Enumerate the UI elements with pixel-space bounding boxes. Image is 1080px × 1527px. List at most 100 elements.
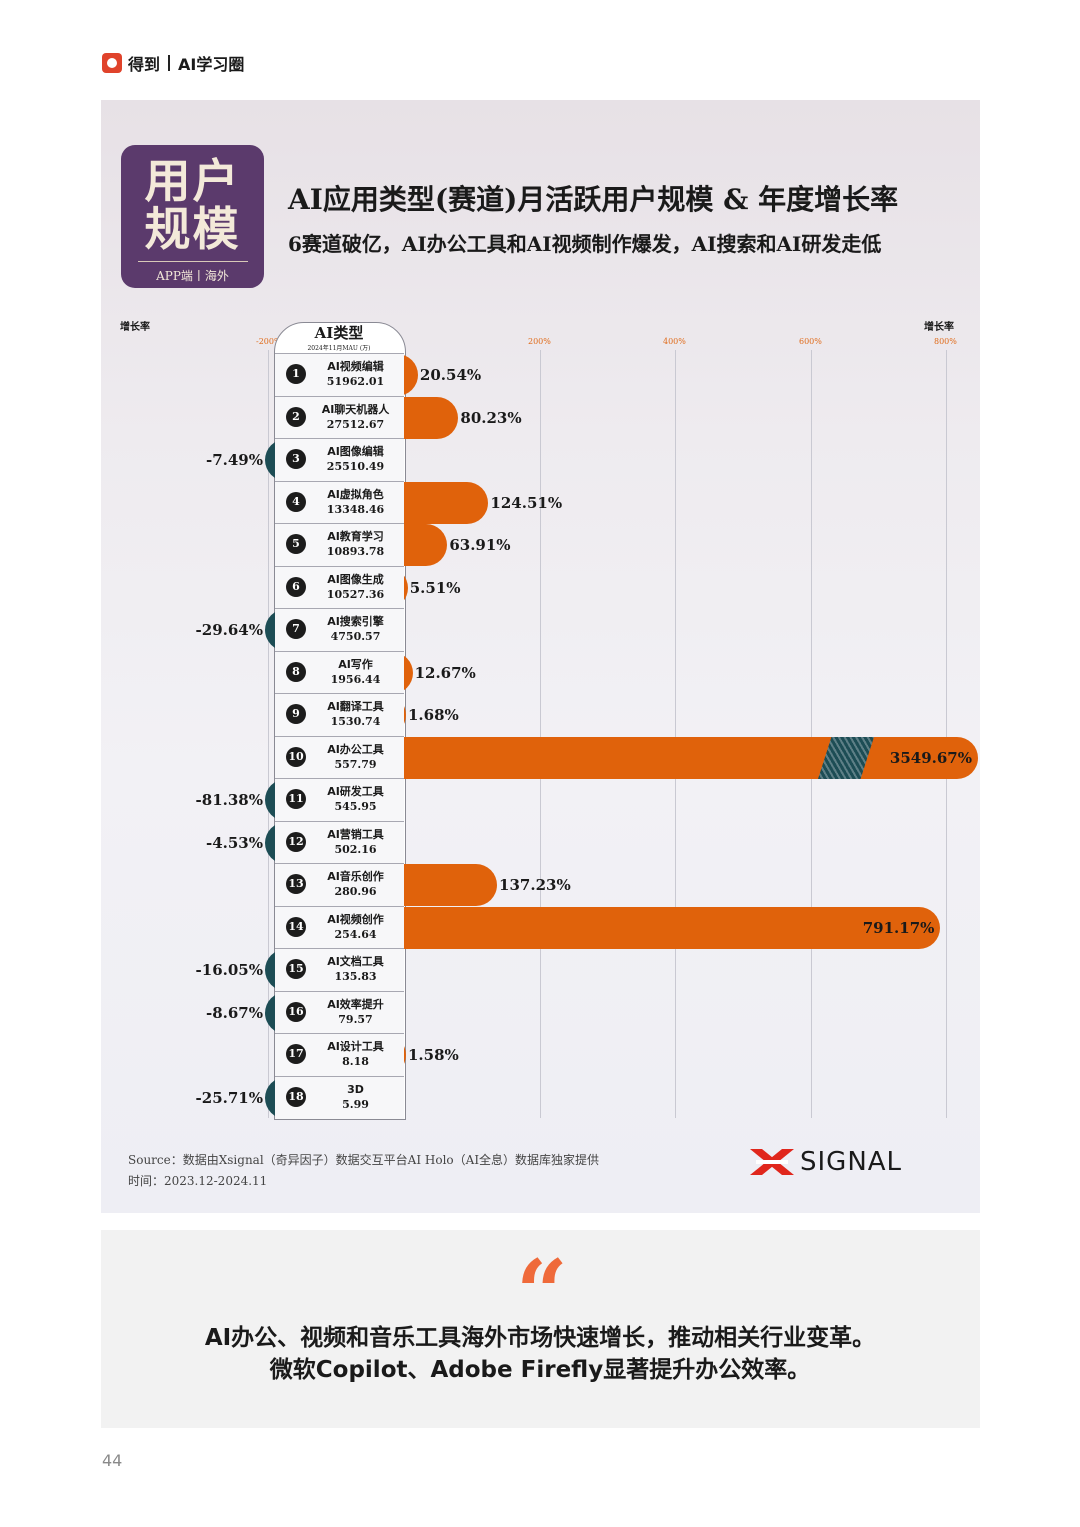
rank-number-icon: 12: [286, 832, 306, 852]
category-mau-value: 79.57: [338, 1013, 373, 1026]
category-cell: 1 AI视频编辑 51962.01: [275, 353, 404, 396]
badge-line-1: 用户: [144, 154, 241, 208]
category-badge: 用户 规模 APP端丨海外: [121, 145, 264, 288]
brand-subtitle: AI学习圈: [178, 55, 245, 74]
quote-line-1: AI办公、视频和音乐工具海外市场快速增长，推动相关行业变革。: [204, 1325, 876, 1351]
rank-number-icon: 5: [286, 534, 306, 554]
growth-data-label: 124.51%: [490, 494, 563, 512]
category-mau-value: 25510.49: [326, 460, 385, 473]
rank-number-icon: 4: [286, 492, 306, 512]
xsignal-wordmark: SIGNAL: [800, 1147, 903, 1177]
rank-number-icon: 14: [286, 917, 306, 937]
growth-data-label: -16.05%: [195, 961, 263, 979]
category-name: AI虚拟角色: [327, 488, 384, 501]
rank-number-icon: 2: [286, 407, 306, 427]
axis-title-left: 增长率: [120, 322, 150, 333]
category-name: AI视频创作: [327, 913, 384, 926]
category-mau-value: 254.64: [334, 928, 377, 941]
category-mau-value: 545.95: [334, 800, 377, 813]
column-subtitle: 2024年11月MAU (万): [307, 345, 371, 352]
category-cell: 18 3D 5.99: [275, 1076, 404, 1119]
rank-number-icon: 16: [286, 1002, 306, 1022]
category-mau-value: 1530.74: [330, 715, 381, 728]
x-tick-label: 200%: [528, 337, 551, 346]
quote-mark-icon: “: [516, 1240, 568, 1346]
category-name: AI办公工具: [327, 743, 384, 756]
period-note: 时间：2023.12-2024.11: [128, 1174, 268, 1188]
growth-data-label: 63.91%: [449, 536, 511, 554]
x-tick-label: 600%: [799, 337, 822, 346]
category-mau-value: 4750.57: [330, 630, 381, 643]
growth-data-label: -4.53%: [205, 834, 263, 852]
category-name: AI效率提升: [327, 998, 384, 1011]
growth-data-label: -8.67%: [205, 1004, 263, 1022]
rank-number-icon: 7: [286, 619, 306, 639]
grid-line: [540, 350, 541, 1118]
category-mau-value: 557.79: [334, 758, 377, 771]
category-mau-value: 135.83: [334, 970, 377, 983]
category-cell: 7 AI搜索引擎 4750.57: [275, 608, 404, 651]
category-name: AI图像编辑: [327, 445, 384, 458]
category-mau-value: 502.16: [334, 843, 377, 856]
chart-subtitle: 6赛道破亿，AI办公工具和AI视频制作爆发，AI搜索和AI研发走低: [288, 232, 882, 256]
growth-data-label: -81.38%: [195, 791, 263, 809]
category-mau-value: 8.18: [342, 1055, 369, 1068]
category-cell: 8 AI写作 1956.44: [275, 651, 404, 694]
category-name: AI聊天机器人: [321, 403, 390, 416]
category-mau-value: 10893.78: [326, 545, 385, 558]
grid-line: [268, 350, 269, 1118]
growth-data-label: 1.68%: [408, 706, 459, 724]
category-cell: 3 AI图像编辑 25510.49: [275, 438, 404, 481]
axis-title-right: 增长率: [924, 322, 954, 333]
column-title: AI类型: [314, 324, 364, 342]
rank-number-icon: 3: [286, 449, 306, 469]
quote-panel: [101, 1230, 980, 1428]
growth-data-label: 137.23%: [499, 876, 571, 894]
grid-line: [946, 350, 947, 1118]
category-mau-value: 13348.46: [326, 503, 385, 516]
category-cell: 15 AI文档工具 135.83: [275, 948, 404, 991]
category-name: AI营销工具: [327, 828, 384, 841]
category-cell: 11 AI研发工具 545.95: [275, 778, 404, 821]
category-cell: 12 AI营销工具 502.16: [275, 821, 404, 864]
growth-data-label: 80.23%: [460, 409, 522, 427]
header-divider: [168, 55, 171, 71]
rank-number-icon: 1: [286, 364, 306, 384]
quote-line-2: 微软Copilot、Adobe Firefly显著提升办公效率。: [269, 1357, 811, 1383]
page-number: 44: [102, 1451, 123, 1470]
category-column-header: AI类型 2024年11月MAU (万): [274, 324, 404, 353]
category-cell: 5 AI教育学习 10893.78: [275, 523, 404, 566]
rank-number-icon: 15: [286, 959, 306, 979]
category-mau-value: 5.99: [342, 1098, 369, 1111]
brand-name: 得到: [128, 55, 161, 74]
rank-number-icon: 8: [286, 662, 306, 682]
category-mau-value: 1956.44: [330, 673, 381, 686]
category-mau-value: 27512.67: [326, 418, 385, 431]
category-cell: 9 AI翻译工具 1530.74: [275, 693, 404, 736]
category-mau-value: 51962.01: [326, 375, 385, 388]
category-cell: 16 AI效率提升 79.57: [275, 991, 404, 1034]
grid-line: [675, 350, 676, 1118]
rank-number-icon: 10: [286, 747, 306, 767]
growth-data-label: 791.17%: [862, 919, 935, 937]
grid-line: [811, 350, 812, 1118]
rank-number-icon: 9: [286, 704, 306, 724]
rank-number-icon: 17: [286, 1044, 306, 1064]
growth-bar: [382, 737, 978, 779]
badge-line-3: APP端丨海外: [121, 261, 264, 284]
rank-number-icon: 13: [286, 874, 306, 894]
dedao-logo-icon: [102, 53, 122, 73]
category-name: AI写作: [338, 658, 373, 671]
category-cell: 10 AI办公工具 557.79: [275, 736, 404, 779]
category-name: AI文档工具: [327, 955, 384, 968]
category-mau-value: 10527.36: [326, 588, 385, 601]
header: 得到 AI学习圈: [102, 50, 244, 76]
growth-data-label: 3549.67%: [889, 749, 972, 767]
growth-data-label: 1.58%: [408, 1046, 459, 1064]
category-name: 3D: [347, 1083, 364, 1096]
category-cell: 4 AI虚拟角色 13348.46: [275, 481, 404, 524]
category-cell: 13 AI音乐创作 280.96: [275, 863, 404, 906]
growth-data-label: 5.51%: [409, 579, 461, 597]
growth-data-label: 20.54%: [419, 366, 482, 384]
category-name: AI翻译工具: [327, 700, 384, 713]
